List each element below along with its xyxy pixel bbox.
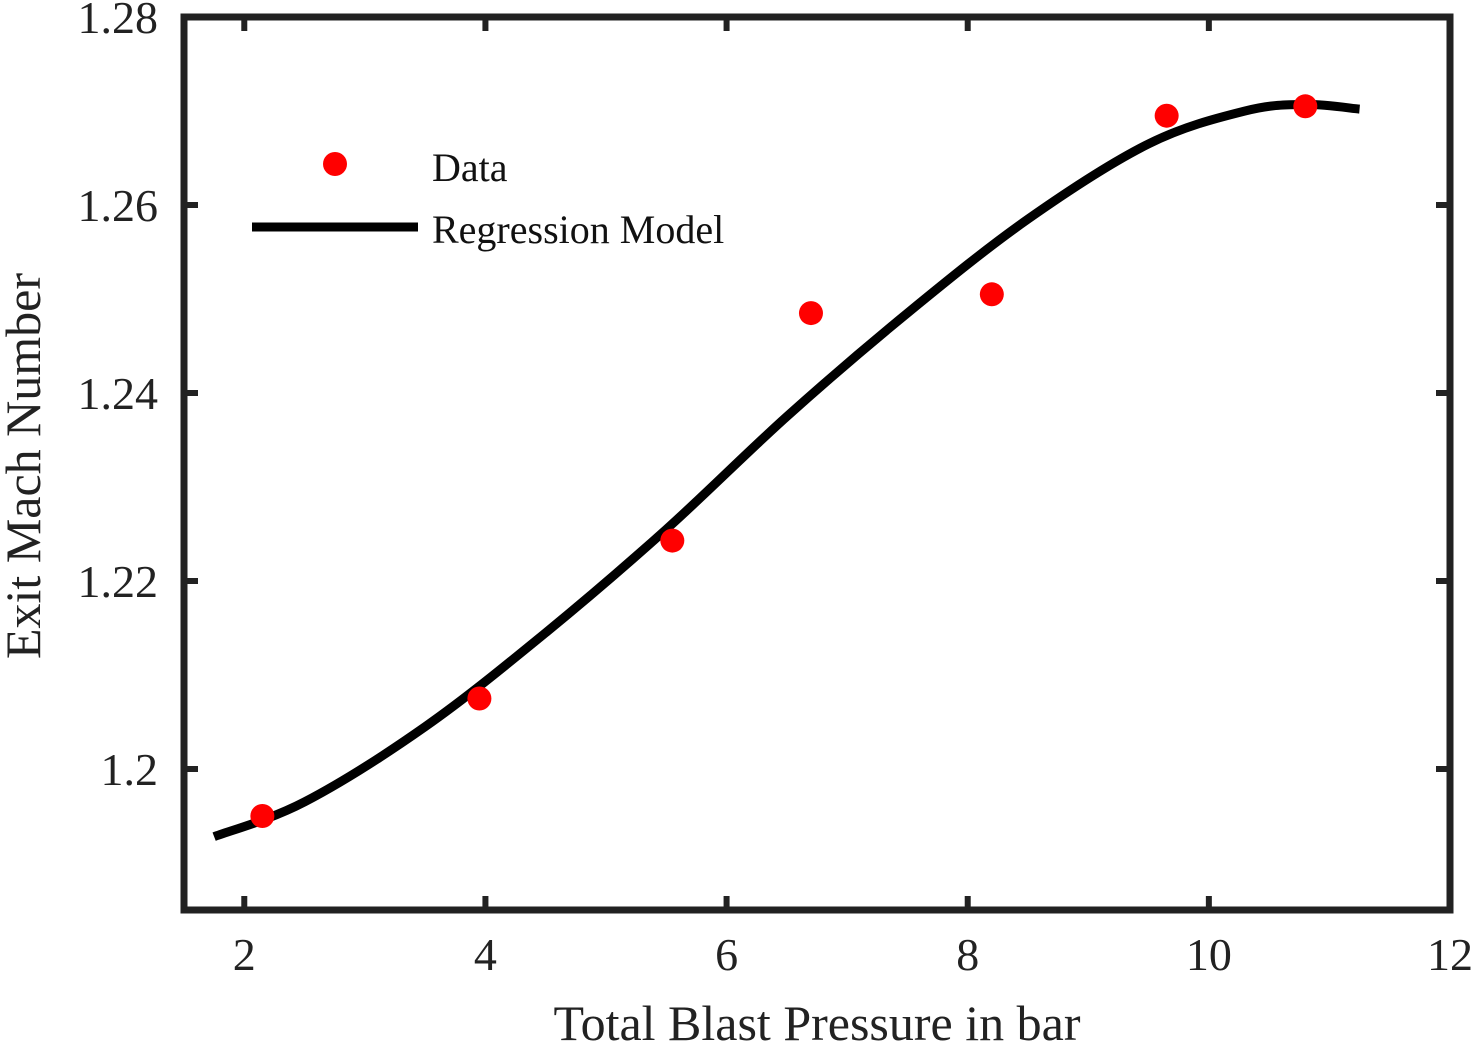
x-tick-label: 6	[715, 929, 738, 980]
y-axis-title: Exit Mach Number	[0, 273, 51, 659]
plot-frame	[180, 13, 1454, 914]
x-tick-label: 10	[1186, 929, 1232, 980]
x-tick-label: 2	[233, 929, 256, 980]
data-point	[798, 301, 823, 326]
data-point	[1154, 103, 1179, 128]
data-point	[467, 686, 492, 711]
x-tick-label: 8	[956, 929, 979, 980]
x-tick-label: 4	[474, 929, 497, 980]
data-points	[250, 94, 1318, 828]
tick-labels: 2 4 6 8 10 12 1.2 1.22 1.24 1.26 1.28	[78, 0, 1474, 980]
x-tick-label: 12	[1427, 929, 1473, 980]
legend-label-data: Data	[432, 145, 508, 190]
y-tick-label: 1.26	[78, 180, 159, 231]
y-tick-label: 1.28	[78, 0, 159, 43]
data-point	[979, 282, 1004, 307]
data-point	[1293, 94, 1318, 119]
legend-label-regression-model: Regression Model	[432, 207, 724, 252]
x-axis-title: Total Blast Pressure in bar	[554, 995, 1081, 1044]
regression-model-line	[212, 99, 1361, 841]
data-point	[660, 528, 685, 553]
y-tick-label: 1.24	[78, 368, 159, 419]
y-tick-label: 1.2	[101, 744, 159, 795]
legend: Data Regression Model	[252, 145, 724, 252]
legend-data-marker	[323, 152, 347, 176]
data-point	[250, 804, 275, 828]
axis-ticks	[184, 14, 1453, 910]
y-tick-label: 1.22	[78, 556, 159, 607]
